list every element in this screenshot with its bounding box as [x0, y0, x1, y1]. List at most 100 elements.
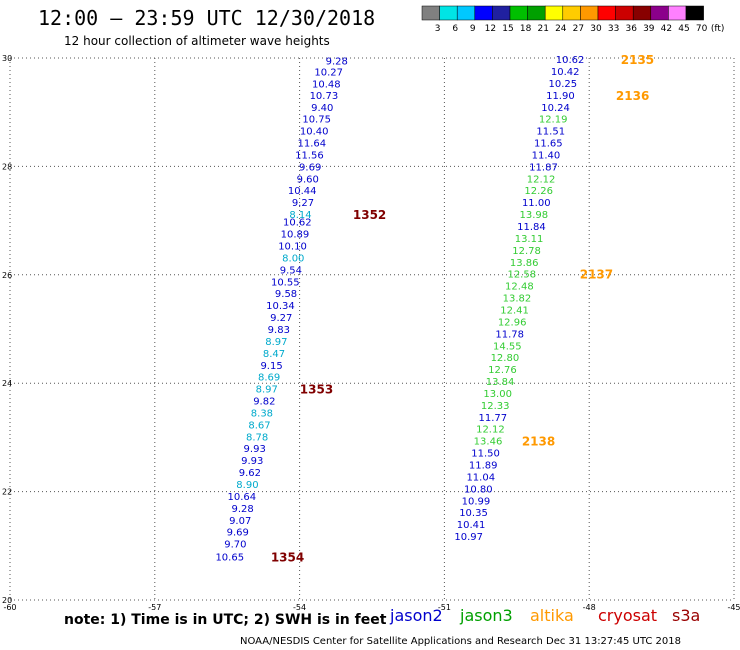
wave-height-value: 10.62 [556, 55, 585, 66]
pass-time-label: 1352 [353, 208, 386, 222]
wave-height-value: 10.65 [215, 553, 244, 564]
colorbar-unit: (ft) [711, 24, 725, 34]
colorbar-label: 3 [435, 24, 441, 34]
y-tick-label: 24 [2, 379, 12, 388]
wave-height-value: 8.67 [248, 420, 270, 431]
wave-height-value: 12.19 [539, 115, 568, 126]
wave-height-value: 13.11 [515, 234, 544, 245]
wave-height-value: 10.27 [314, 68, 343, 79]
colorbar-label: 24 [555, 24, 567, 34]
y-tick-label: 20 [2, 596, 12, 605]
colorbar-label: 70 [696, 24, 708, 34]
colorbar-label: 12 [485, 24, 496, 34]
pass-time-label: 1354 [271, 551, 304, 565]
pass-time-label: 2136 [616, 89, 649, 103]
wave-height-value: 8.47 [263, 349, 285, 360]
wave-height-value: 9.69 [299, 162, 321, 173]
colorbar-swatch [685, 5, 704, 21]
wave-height-value: 12.48 [505, 282, 534, 293]
wave-height-value: 9.60 [297, 174, 319, 185]
wave-height-value: 10.73 [310, 91, 339, 102]
wave-height-value: 9.28 [326, 57, 348, 68]
wave-height-value: 10.40 [300, 127, 329, 138]
wave-height-value: 12.26 [524, 186, 553, 197]
wave-height-value: 12.78 [512, 246, 541, 257]
wave-height-value: 9.62 [239, 468, 261, 479]
pass-time-label: 2135 [621, 53, 654, 67]
wave-height-value: 10.89 [281, 230, 310, 241]
wave-height-value: 10.97 [454, 532, 483, 543]
wave-height-value: 11.04 [466, 472, 495, 483]
wave-height-value: 10.10 [278, 242, 307, 253]
wave-height-value: 8.00 [282, 253, 304, 264]
legend-jason2: jason2 [390, 606, 443, 625]
wave-height-value: 9.40 [311, 103, 333, 114]
wave-height-value: 10.34 [266, 301, 295, 312]
wave-height-value: 9.28 [231, 504, 253, 515]
wave-height-value: 11.64 [298, 139, 327, 150]
legend-jason3: jason3 [460, 606, 513, 625]
wave-height-value: 11.77 [479, 413, 508, 424]
wave-height-value: 8.14 [289, 210, 311, 221]
wave-height-value: 8.97 [265, 337, 287, 348]
pass-time-label: 1353 [300, 383, 333, 397]
wave-height-value: 12.41 [500, 305, 529, 316]
wave-height-value: 12.12 [476, 425, 505, 436]
wave-height-value: 9.58 [275, 289, 297, 300]
wave-height-value: 10.64 [228, 492, 257, 503]
x-tick-label: -57 [148, 603, 161, 612]
colorbar-label: 36 [625, 24, 637, 34]
credit-line: NOAA/NESDIS Center for Satellite Applica… [240, 636, 682, 647]
wave-height-value: 13.98 [520, 210, 549, 221]
x-tick-label: -45 [727, 603, 740, 612]
wave-height-value: 10.80 [464, 484, 493, 495]
wave-height-value: 9.15 [260, 361, 282, 372]
wave-height-value: 13.00 [483, 389, 512, 400]
wave-height-value: 12.58 [507, 270, 536, 281]
colorbar-label: 42 [661, 24, 672, 34]
pass-time-label: 2137 [580, 268, 613, 282]
wave-height-value: 8.78 [246, 432, 268, 443]
y-tick-label: 26 [2, 271, 12, 280]
wave-height-value: 11.89 [469, 461, 498, 472]
wave-height-value: 13.84 [486, 377, 515, 388]
wave-height-value: 12.33 [481, 401, 510, 412]
chart-title: 12:00 – 23:59 UTC 12/30/2018 [38, 6, 376, 30]
wave-height-value: 10.42 [551, 67, 580, 78]
wave-height-value: 12.12 [527, 174, 556, 185]
wave-height-value: 10.24 [541, 103, 570, 114]
colorbar-label: 45 [678, 24, 689, 34]
legend-cryosat: cryosat [598, 606, 658, 625]
legend-altika: altika [530, 606, 574, 625]
x-tick-label: -54 [293, 603, 306, 612]
wave-height-value: 9.27 [292, 198, 314, 209]
wave-height-value: 10.99 [462, 496, 491, 507]
wave-height-value: 10.55 [271, 277, 300, 288]
wave-height-value: 11.50 [471, 449, 500, 460]
wave-height-value: 11.56 [295, 150, 324, 161]
y-tick-label: 30 [2, 54, 12, 63]
units-note: note: 1) Time is in UTC; 2) SWH is in fe… [64, 612, 387, 628]
chart-subtitle: 12 hour collection of altimeter wave hei… [64, 34, 330, 48]
wave-height-value: 10.41 [457, 520, 486, 531]
wave-height-value: 10.25 [548, 79, 577, 90]
wave-height-value: 10.35 [459, 508, 488, 519]
wave-height-value: 9.70 [224, 540, 246, 551]
wave-height-value: 11.87 [529, 162, 558, 173]
wave-height-value: 8.38 [251, 408, 273, 419]
colorbar-label: 30 [590, 24, 602, 34]
wave-height-value: 11.40 [532, 150, 561, 161]
wave-height-value: 8.90 [236, 480, 258, 491]
wave-height-value: 11.00 [522, 198, 551, 209]
colorbar-label: 18 [520, 24, 532, 34]
wave-height-value: 11.84 [517, 222, 546, 233]
wave-height-value: 11.65 [534, 139, 563, 150]
legend-s3a: s3a [672, 606, 701, 625]
wave-height-value: 13.82 [503, 294, 532, 305]
wave-height-value: 11.90 [546, 91, 575, 102]
colorbar-label: 21 [537, 24, 548, 34]
x-tick-label: -60 [3, 603, 16, 612]
wave-height-value: 10.44 [288, 186, 317, 197]
